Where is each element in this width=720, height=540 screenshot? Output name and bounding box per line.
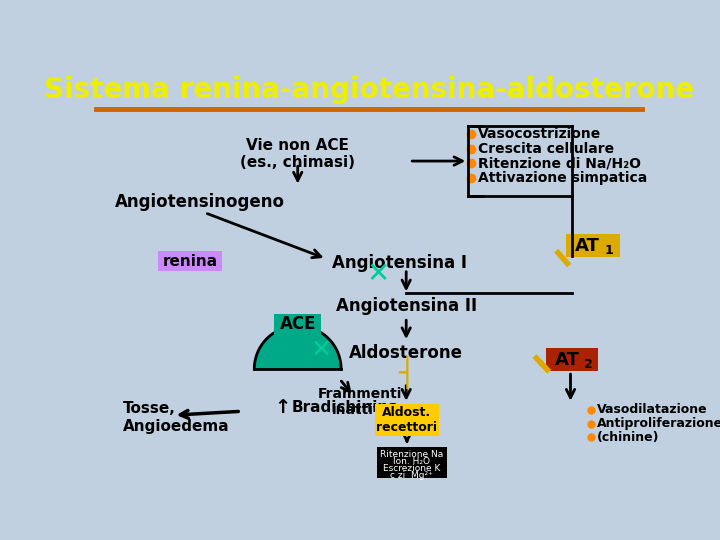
Text: 1: 1 bbox=[605, 244, 613, 257]
Text: 2: 2 bbox=[585, 358, 593, 371]
Text: Angiotensina I: Angiotensina I bbox=[332, 254, 467, 273]
Text: ACE: ACE bbox=[279, 315, 316, 333]
Text: renina: renina bbox=[163, 254, 217, 268]
Text: Bradichinina: Bradichinina bbox=[292, 400, 399, 415]
Text: AT: AT bbox=[575, 237, 600, 255]
Text: Ritenzione Na: Ritenzione Na bbox=[380, 450, 444, 459]
FancyBboxPatch shape bbox=[566, 234, 620, 257]
Text: Tosse,
Angioedema: Tosse, Angioedema bbox=[122, 401, 229, 434]
Text: ✕: ✕ bbox=[310, 338, 331, 362]
Text: Aldost.
recettori: Aldost. recettori bbox=[377, 406, 438, 434]
Text: ┤: ┤ bbox=[398, 356, 415, 389]
Text: Sistema renina-angiotensina-aldosterone: Sistema renina-angiotensina-aldosterone bbox=[44, 76, 694, 104]
Text: Escrezione K: Escrezione K bbox=[383, 464, 441, 473]
Text: Vie non ACE
(es., chimasi): Vie non ACE (es., chimasi) bbox=[240, 138, 355, 170]
FancyBboxPatch shape bbox=[546, 348, 598, 372]
Polygon shape bbox=[254, 326, 341, 369]
FancyBboxPatch shape bbox=[377, 448, 446, 478]
Text: ✕: ✕ bbox=[366, 260, 390, 288]
FancyBboxPatch shape bbox=[158, 251, 222, 271]
Text: ↑: ↑ bbox=[274, 398, 290, 417]
Text: AT: AT bbox=[555, 350, 580, 369]
Text: Crescita cellulare: Crescita cellulare bbox=[477, 141, 613, 156]
Text: Ion. H₂O: Ion. H₂O bbox=[393, 457, 430, 466]
Text: c zi  Mg²⁺: c zi Mg²⁺ bbox=[390, 471, 433, 480]
Text: Frammenti
inattivi: Frammenti inattivi bbox=[318, 387, 402, 417]
Text: Aldosterone: Aldosterone bbox=[349, 345, 463, 362]
Text: Angiotensina II: Angiotensina II bbox=[336, 298, 477, 315]
FancyBboxPatch shape bbox=[375, 403, 438, 436]
Text: Antiproliferazione: Antiproliferazione bbox=[597, 417, 720, 430]
Text: Angiotensinogeno: Angiotensinogeno bbox=[114, 193, 285, 211]
FancyBboxPatch shape bbox=[274, 314, 321, 335]
Text: Vasodilatazione: Vasodilatazione bbox=[597, 403, 708, 416]
Text: Vasocostrizione: Vasocostrizione bbox=[477, 127, 600, 141]
Text: (chinine): (chinine) bbox=[597, 431, 660, 444]
Text: Attivazione simpatica: Attivazione simpatica bbox=[477, 171, 647, 185]
Text: Ritenzione di Na/H₂O: Ritenzione di Na/H₂O bbox=[477, 157, 641, 170]
